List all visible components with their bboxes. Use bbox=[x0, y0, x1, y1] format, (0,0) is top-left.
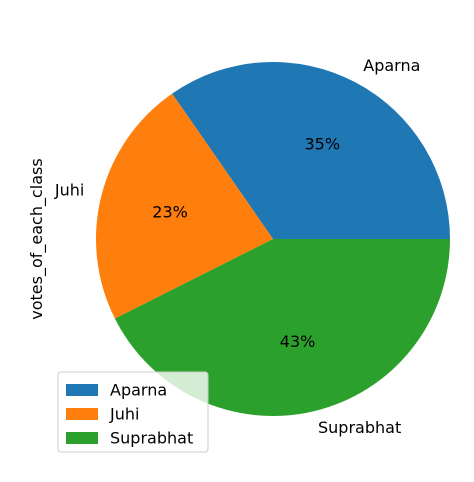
pie-labels: Aparna 35% Juhi 23% Suprabhat 43% bbox=[54, 56, 421, 437]
pie-slice-juhi bbox=[95, 93, 273, 319]
legend-label-juhi: Juhi bbox=[109, 405, 139, 424]
legend-label-aparna: Aparna bbox=[110, 381, 167, 400]
pie-slices bbox=[95, 61, 450, 417]
legend-swatch-aparna bbox=[66, 384, 98, 396]
slice-pct-suprabhat: 43% bbox=[280, 332, 316, 351]
legend-swatch-suprabhat bbox=[66, 432, 98, 444]
pie-slice-aparna bbox=[172, 61, 450, 239]
slice-label-suprabhat: Suprabhat bbox=[318, 418, 401, 437]
slice-label-juhi: Juhi bbox=[54, 181, 84, 200]
legend-swatch-juhi bbox=[66, 408, 98, 420]
legend: Aparna Juhi Suprabhat bbox=[57, 371, 209, 453]
slice-label-aparna: Aparna bbox=[363, 56, 420, 75]
legend-label-suprabhat: Suprabhat bbox=[110, 429, 193, 448]
slice-pct-aparna: 35% bbox=[304, 134, 340, 153]
slice-pct-juhi: 23% bbox=[152, 202, 188, 221]
y-axis-label: votes_of_each_class bbox=[27, 158, 47, 319]
